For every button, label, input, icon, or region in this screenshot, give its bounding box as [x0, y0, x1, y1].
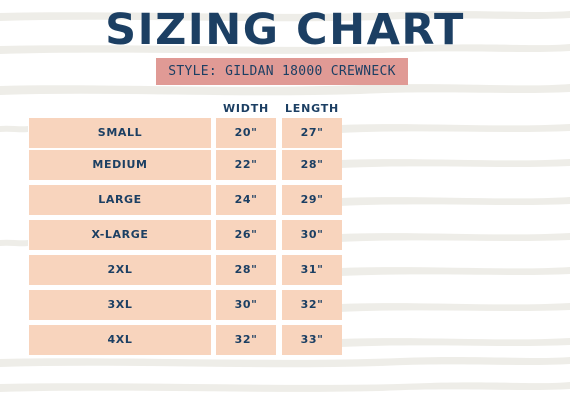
length-cell: 29": [282, 185, 342, 215]
length-cell: 31": [282, 255, 342, 285]
length-cell: 28": [282, 150, 342, 180]
style-label: STYLE: GILDAN 18000 CREWNECK: [156, 58, 408, 85]
length-cell: 27": [282, 118, 342, 148]
length-cell: 33": [282, 325, 342, 355]
size-cell: 4XL: [29, 325, 211, 355]
width-cell: 26": [216, 220, 276, 250]
column-header-width: WIDTH: [222, 102, 270, 115]
size-cell: X-LARGE: [29, 220, 211, 250]
width-cell: 22": [216, 150, 276, 180]
size-cell: LARGE: [29, 185, 211, 215]
size-cell: MEDIUM: [29, 150, 211, 180]
column-header-length: LENGTH: [284, 102, 340, 115]
length-cell: 30": [282, 220, 342, 250]
width-cell: 32": [216, 325, 276, 355]
width-cell: 28": [216, 255, 276, 285]
size-cell: 2XL: [29, 255, 211, 285]
width-cell: 20": [216, 118, 276, 148]
width-cell: 24": [216, 185, 276, 215]
page-title: SIZING CHART: [105, 5, 465, 55]
width-cell: 30": [216, 290, 276, 320]
length-cell: 32": [282, 290, 342, 320]
size-cell: 3XL: [29, 290, 211, 320]
size-cell: SMALL: [29, 118, 211, 148]
